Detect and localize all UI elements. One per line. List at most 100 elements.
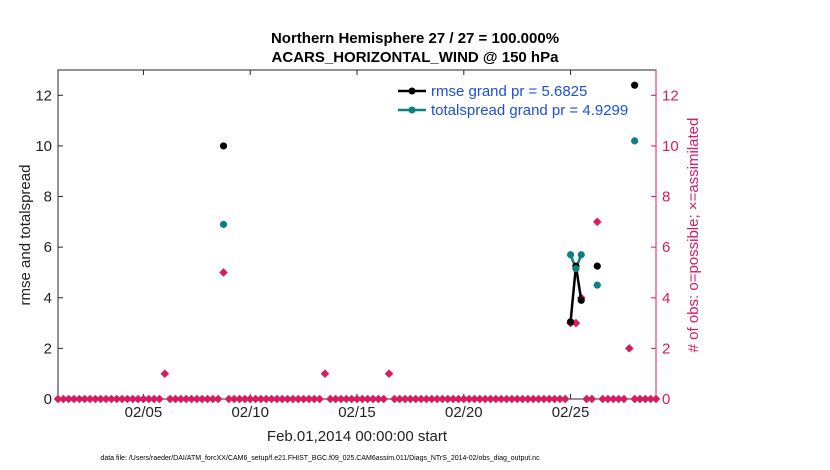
obs-count-marker (641, 394, 650, 404)
obs-count-marker (587, 394, 597, 404)
obs-count-marker (91, 394, 100, 404)
y-tick-label-left: 10 (35, 138, 52, 155)
totalspread-point (219, 220, 228, 228)
obs-count-marker (406, 394, 415, 404)
obs-count-marker (53, 394, 63, 404)
y-tick-label-right: 2 (662, 340, 670, 357)
obs-count-marker (384, 369, 394, 378)
y-tick-label-left: 8 (44, 189, 52, 206)
obs-count-marker (422, 394, 431, 404)
rmse-point (566, 318, 575, 326)
obs-count-marker (379, 394, 388, 404)
obs-count-marker (155, 394, 164, 404)
obs-count-marker (75, 394, 84, 404)
obs-count-marker (267, 394, 276, 404)
obs-count-marker (235, 394, 244, 404)
obs-count-marker (630, 394, 639, 404)
obs-count-marker (336, 394, 346, 404)
obs-count-marker (534, 394, 543, 404)
obs-count-marker (192, 394, 202, 404)
obs-count-marker (342, 394, 351, 404)
x-tick-label: 02/20 (445, 404, 483, 421)
obs-count-marker (69, 394, 79, 404)
y-tick-label-right: 10 (662, 138, 679, 155)
obs-count-marker (427, 394, 437, 404)
obs-count-marker (128, 394, 138, 404)
obs-count-marker (470, 394, 479, 404)
obs-count-marker (224, 394, 234, 404)
chart-title-line1: Northern Hemisphere 27 / 27 = 100.000% (271, 30, 559, 47)
obs-count-marker (181, 394, 191, 404)
obs-count-marker (539, 394, 549, 404)
obs-count-marker (619, 394, 629, 404)
obs-count-marker (363, 394, 372, 404)
obs-count-marker (59, 394, 68, 404)
obs-count-marker (320, 369, 330, 378)
obs-count-marker (395, 394, 405, 404)
obs-count-marker (197, 394, 207, 404)
obs-count-marker (603, 394, 613, 404)
obs-count-marker (614, 394, 623, 404)
obs-count-marker (240, 394, 250, 404)
x-tick-label: 02/15 (338, 404, 376, 421)
obs-count-marker (544, 394, 554, 404)
obs-count-marker (411, 394, 421, 404)
obs-count-marker (208, 394, 218, 404)
obs-count-marker (374, 394, 383, 404)
obs-count-marker (502, 394, 511, 404)
legend-label-totalspread: totalspread grand pr = 4.9299 (431, 102, 628, 119)
obs-count-marker (443, 394, 453, 404)
obs-count-marker (64, 394, 73, 404)
y-tick-label-left: 12 (35, 87, 52, 104)
y-tick-label-left: 0 (44, 391, 52, 408)
obs-count-marker (117, 394, 127, 404)
obs-count-marker (491, 394, 501, 404)
y-tick-label-right: 8 (662, 189, 670, 206)
obs-count-marker (358, 394, 367, 404)
obs-count-marker (101, 394, 111, 404)
obs-count-marker (165, 394, 175, 404)
x-tick-label: 02/25 (552, 404, 590, 421)
obs-count-marker (646, 394, 655, 404)
y-axis-label-right: # of obs: o=possible; ×=assimilated (685, 118, 702, 353)
obs-count-marker (123, 394, 132, 404)
obs-count-marker (326, 394, 335, 404)
y-tick-label-left: 4 (44, 290, 52, 307)
y-tick-label-right: 12 (662, 87, 679, 104)
footer-data-file: data file: /Users/raeder/DAI/ATM_forcXX/… (100, 455, 540, 462)
obs-count-marker (507, 394, 517, 404)
obs-count-marker (448, 394, 458, 404)
obs-count-marker (390, 394, 399, 404)
y-tick-label-left: 6 (44, 239, 52, 256)
obs-count-marker (550, 394, 559, 404)
obs-count-marker (299, 394, 308, 404)
legend-marker-totalspread (408, 106, 416, 114)
obs-count-marker (438, 394, 447, 404)
x-axis-label: Feb.01,2014 00:00:00 start (267, 428, 448, 445)
obs-count-marker (171, 394, 180, 404)
obs-count-marker (245, 394, 255, 404)
obs-count-marker (635, 394, 645, 404)
obs-count-marker (315, 394, 324, 404)
obs-count-marker (107, 394, 116, 404)
obs-count-marker (368, 394, 378, 404)
obs-count-marker (592, 217, 602, 227)
obs-count-marker (625, 344, 634, 353)
obs-count-marker (160, 369, 170, 378)
obs-count-marker (277, 394, 287, 404)
obs-count-marker (229, 394, 239, 404)
obs-count-marker (261, 394, 271, 404)
obs-count-marker (480, 394, 490, 404)
obs-count-marker (523, 394, 533, 404)
obs-count-marker (288, 394, 298, 404)
obs-count-marker (400, 394, 410, 404)
obs-count-marker (293, 394, 303, 404)
obs-count-marker (454, 394, 463, 404)
totalspread-point (572, 265, 580, 273)
obs-count-marker (560, 394, 570, 404)
obs-count-marker (464, 394, 474, 404)
obs-count-marker (96, 394, 106, 404)
rmse-line-segment (569, 266, 578, 322)
obs-count-marker (213, 394, 223, 404)
totalspread-point (577, 251, 585, 259)
